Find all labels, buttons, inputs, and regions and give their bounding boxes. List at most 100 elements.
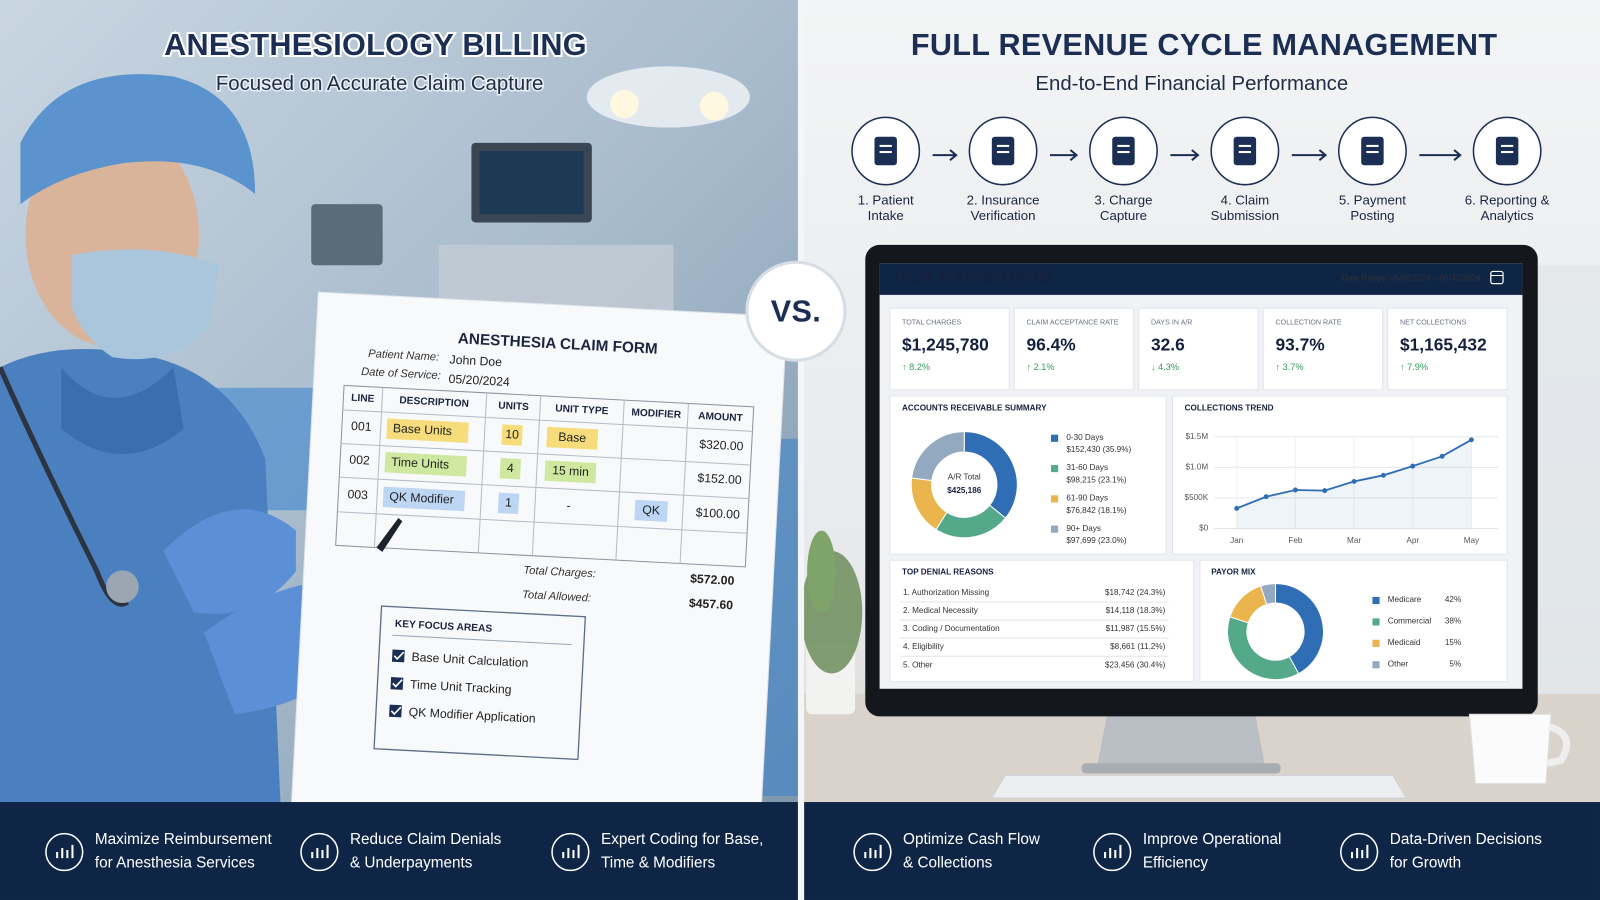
step-label: 5. Payment (1339, 193, 1406, 208)
footer-text: Time & Modifiers (601, 854, 716, 871)
description: QK Modifier (389, 489, 454, 506)
highlight (384, 451, 468, 477)
left-title: ANESTHESIOLOGY BILLING (164, 28, 587, 62)
right-panel: FULL REVENUE CYCLE MANAGEMENT End-to-End … (801, 0, 1600, 807)
legend-label: Medicaid (1388, 638, 1421, 647)
footer-text: for Growth (1390, 854, 1461, 871)
units: 4 (507, 461, 515, 475)
description: Time Units (391, 455, 450, 472)
unit-type: - (566, 499, 571, 513)
focus-item: Base Unit Calculation (411, 650, 529, 670)
step-icon-line (1238, 144, 1252, 147)
line-number: 001 (351, 419, 372, 434)
denial-reason: 5. Other (903, 660, 933, 669)
denial-amount: $8,661 (11.2%) (1110, 642, 1165, 651)
checkbox (389, 704, 402, 718)
table-rule (339, 476, 749, 500)
column-header: AMOUNT (698, 411, 744, 424)
donut-segment (1274, 583, 1324, 675)
amount: $100.00 (695, 505, 740, 521)
step-icon-line (1366, 144, 1379, 147)
amount: $152.00 (697, 471, 742, 487)
checkbox (390, 677, 404, 690)
donut-segment (1260, 583, 1277, 606)
y-tick-label: $0 (1199, 524, 1209, 533)
footer-icon-glyph (311, 844, 329, 859)
kpi-value: 96.4% (1027, 334, 1076, 354)
step-label: 1. Patient (858, 193, 914, 208)
step-icon-line (1366, 151, 1379, 154)
modifier: QK (642, 503, 661, 518)
step-arrow (1170, 149, 1200, 161)
trend-area (1236, 439, 1472, 529)
legend-value: 38% (1445, 617, 1461, 626)
legend-value: $98,215 (23.1%) (1066, 475, 1127, 484)
trend-point (1468, 437, 1474, 443)
table-rule (337, 511, 748, 534)
footer-icon (1093, 832, 1132, 872)
kpi-change: ↑ 2.1% (1027, 362, 1055, 372)
footer-text: & Underpayments (350, 854, 473, 871)
monitor (865, 244, 1538, 774)
kpi-change: ↑ 8.2% (902, 362, 930, 372)
denial-amount: $11,987 (15.5%) (1106, 624, 1166, 633)
kpi-change: ↑ 7.9% (1400, 362, 1428, 372)
footer-icon-glyph (1351, 844, 1369, 859)
step-icon-line (879, 144, 892, 147)
footer-text: Data-Driven Decisions (1390, 831, 1543, 848)
kpi-label: CLAIM ACCEPTANCE RATE (1027, 318, 1119, 326)
table-rule (342, 409, 753, 432)
kpi-change: ↓ 4.3% (1151, 362, 1179, 372)
legend-value: $152,430 (35.9%) (1066, 445, 1131, 454)
date-range: Date Range: 05/01/2024 – 05/31/2024 (1342, 274, 1481, 283)
table-rule (340, 442, 751, 466)
column-header: DESCRIPTION (399, 395, 469, 410)
claim-table (335, 384, 755, 568)
x-tick-label: Mar (1347, 536, 1361, 545)
step-label: Capture (1100, 208, 1147, 223)
date-of-service: 05/20/2024 (448, 372, 510, 389)
trend-point (1410, 463, 1416, 469)
step-icon-line (879, 151, 892, 154)
footer-text: Maximize Reimbursement (95, 831, 273, 848)
denial-reason: 3. Coding / Documentation (903, 624, 1000, 633)
legend-label: Medicare (1388, 595, 1422, 604)
check (393, 651, 405, 661)
step-label: Intake (868, 208, 904, 223)
footer-text: for Anesthesia Services (95, 854, 255, 871)
footer-icon (551, 832, 590, 872)
step-label: 2. Insurance (967, 193, 1040, 208)
column-header: UNITS (498, 400, 529, 413)
step-icon-line (1501, 151, 1514, 154)
vs-label: VS. (771, 294, 821, 328)
trend-point (1234, 505, 1240, 511)
units: 10 (505, 427, 520, 442)
step-label: Submission (1211, 208, 1279, 223)
total-value: $572.00 (690, 572, 735, 588)
kpi-value: 32.6 (1151, 334, 1185, 354)
denial-reason: 4. Eligibility (903, 642, 945, 651)
donut-segment (911, 431, 965, 482)
step-icon-line (1501, 144, 1514, 147)
step-icon-line (1238, 151, 1252, 154)
step-arrow (1049, 149, 1079, 161)
legend-label: 90+ Days (1066, 524, 1101, 533)
legend-swatch (1051, 434, 1059, 442)
focus-rule (392, 634, 572, 646)
table-rule (615, 400, 625, 561)
highlight (546, 426, 599, 450)
column-header: MODIFIER (631, 407, 682, 421)
trend-point (1439, 453, 1445, 459)
legend-value: $97,699 (23.0%) (1066, 536, 1127, 545)
legend-label: 31-60 Days (1066, 463, 1108, 472)
highlight (501, 424, 523, 446)
denial-amount: $14,118 (18.3%) (1106, 606, 1166, 615)
legend-value: 5% (1449, 659, 1461, 668)
card-title: ACCOUNTS RECEIVABLE SUMMARY (902, 403, 1047, 412)
step-label: 4. Claim (1221, 193, 1270, 208)
highlight (634, 499, 669, 522)
kpi-label: TOTAL CHARGES (902, 318, 962, 326)
